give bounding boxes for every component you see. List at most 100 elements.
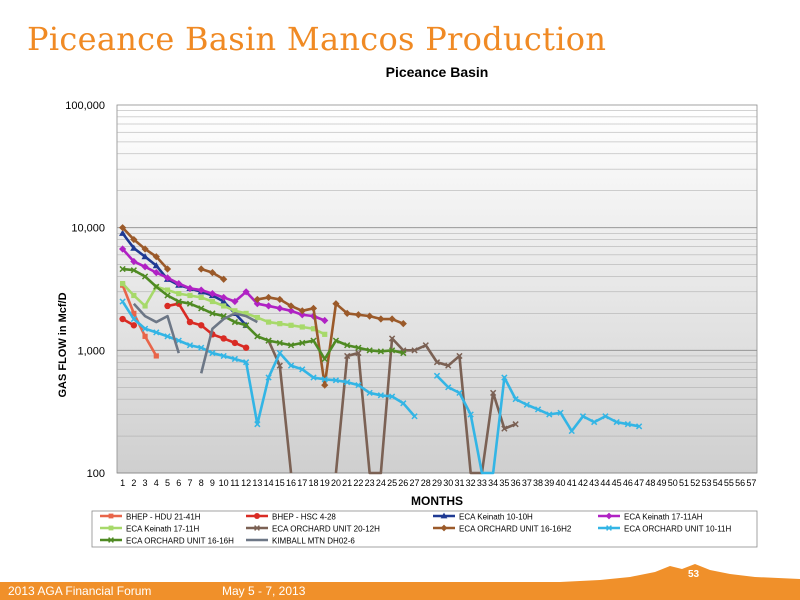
data-point bbox=[288, 322, 294, 328]
footer-event-name: 2013 AGA Financial Forum bbox=[8, 584, 152, 598]
slide-title: Piceance Basin Mancos Production bbox=[27, 20, 607, 58]
data-point bbox=[130, 322, 138, 329]
legend-item: ECA Keinath 17-11H bbox=[100, 525, 199, 534]
data-point bbox=[310, 326, 317, 332]
data-point bbox=[456, 389, 463, 397]
series bbox=[265, 335, 519, 475]
data-point bbox=[108, 525, 114, 531]
chart-title: Piceance Basin bbox=[386, 64, 489, 80]
data-point bbox=[490, 389, 497, 397]
data-point bbox=[321, 381, 329, 389]
data-point bbox=[440, 524, 448, 532]
x-tick-label: 51 bbox=[679, 478, 689, 488]
data-point bbox=[242, 322, 250, 329]
x-tick-label: 56 bbox=[735, 478, 745, 488]
data-point bbox=[287, 342, 295, 349]
data-point bbox=[501, 374, 508, 381]
data-point bbox=[186, 300, 194, 307]
legend-item: ECA ORCHARD UNIT 16-16H2 bbox=[433, 525, 572, 534]
data-point bbox=[130, 267, 137, 274]
data-point bbox=[198, 305, 205, 312]
data-point bbox=[142, 303, 148, 309]
legend-item: ECA Keinath 10-10H bbox=[433, 513, 533, 522]
data-point bbox=[164, 287, 171, 293]
x-tick-label: 36 bbox=[511, 478, 521, 488]
data-point bbox=[440, 512, 448, 519]
data-point bbox=[456, 352, 463, 360]
data-point bbox=[253, 295, 261, 304]
y-ticks: 100 1,000 10,000 100,000 bbox=[65, 100, 105, 480]
x-tick-label: 16 bbox=[286, 478, 296, 488]
data-point bbox=[163, 274, 172, 282]
data-point bbox=[355, 349, 362, 357]
footer-date: May 5 - 7, 2013 bbox=[222, 584, 306, 598]
data-point bbox=[197, 265, 205, 273]
data-point bbox=[254, 421, 261, 428]
data-point bbox=[131, 310, 137, 317]
data-point bbox=[131, 292, 137, 299]
data-point bbox=[355, 382, 362, 389]
data-point bbox=[344, 379, 351, 386]
data-point bbox=[130, 244, 138, 251]
y-tick-label: 100,000 bbox=[65, 100, 105, 112]
data-point bbox=[277, 321, 283, 327]
x-tick-label: 40 bbox=[556, 478, 566, 488]
data-point bbox=[153, 283, 160, 290]
legend-box bbox=[91, 510, 758, 548]
data-point bbox=[175, 298, 182, 305]
data-point bbox=[377, 348, 384, 355]
x-tick-label: 46 bbox=[623, 478, 633, 488]
data-point bbox=[153, 329, 160, 336]
data-point bbox=[220, 352, 227, 360]
x-tick-label: 2 bbox=[131, 478, 136, 488]
data-point bbox=[366, 347, 373, 354]
x-tick-label: 7 bbox=[187, 478, 192, 488]
data-point bbox=[253, 300, 261, 308]
data-point bbox=[164, 302, 171, 310]
data-point bbox=[141, 325, 149, 332]
plot-area bbox=[116, 104, 758, 474]
x-tick-label: 13 bbox=[252, 478, 262, 488]
series bbox=[132, 302, 258, 374]
data-point bbox=[265, 319, 272, 325]
x-tick-label: 20 bbox=[331, 478, 341, 488]
data-point bbox=[276, 362, 283, 369]
data-point bbox=[231, 297, 239, 306]
data-point bbox=[523, 401, 530, 408]
legend-item: ECA ORCHARD UNIT 10-11H bbox=[598, 525, 732, 534]
x-tick-label: 19 bbox=[320, 478, 330, 488]
data-point bbox=[366, 389, 373, 397]
data-point bbox=[422, 342, 429, 349]
data-point bbox=[366, 312, 374, 320]
legend-item: ECA Keinath 17-11AH bbox=[598, 513, 703, 522]
data-point bbox=[635, 423, 643, 430]
legend: BHEP - HDU 21-41H BHEP - HSC 4-28 ECA Kein… bbox=[100, 513, 732, 546]
data-point bbox=[264, 302, 273, 310]
data-point bbox=[264, 293, 273, 302]
data-point bbox=[141, 253, 149, 260]
data-point bbox=[254, 513, 260, 519]
data-point bbox=[242, 359, 250, 366]
data-point bbox=[534, 406, 542, 413]
data-point bbox=[298, 311, 306, 319]
x-ticks: 1 2 3 4 5 6 7 8 9 10 11 12 13 14 15 16 17 18 19 20 21 22 23 24 2… bbox=[120, 478, 756, 488]
data-point bbox=[153, 353, 159, 359]
x-tick-label: 26 bbox=[398, 478, 408, 488]
data-point bbox=[242, 288, 250, 296]
data-point bbox=[164, 292, 171, 299]
data-point bbox=[287, 362, 295, 369]
data-point bbox=[152, 269, 160, 277]
data-point bbox=[152, 262, 160, 269]
legend-label: ECA Keinath 17-11H bbox=[126, 525, 199, 534]
x-tick-label: 14 bbox=[264, 478, 274, 488]
series bbox=[119, 298, 643, 475]
x-axis-label: MONTHS bbox=[411, 494, 463, 508]
data-point bbox=[231, 355, 239, 363]
series-line bbox=[199, 312, 258, 374]
legend-item: BHEP - HDU 21-41H bbox=[100, 513, 201, 522]
data-point bbox=[164, 333, 171, 340]
data-point bbox=[332, 300, 340, 308]
data-point bbox=[321, 355, 328, 363]
legend-label: ECA ORCHARD UNIT 20-12H bbox=[272, 525, 380, 534]
x-tick-label: 57 bbox=[746, 478, 756, 488]
